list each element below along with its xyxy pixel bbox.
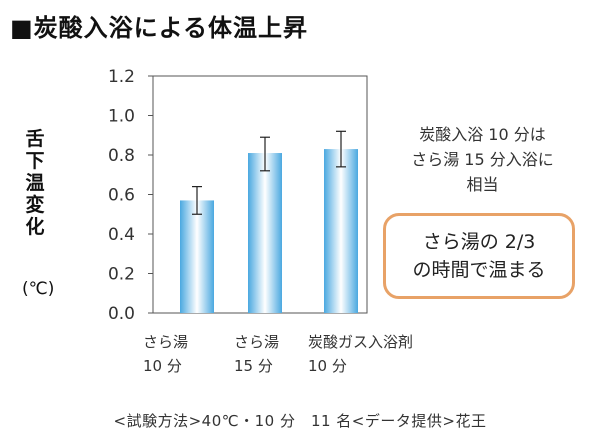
category-label: 10 分: [308, 357, 347, 375]
note-line: 炭酸入浴 10 分は: [419, 125, 546, 144]
note-line: 相当: [466, 175, 499, 194]
y-tick-label: 1.0: [108, 107, 135, 127]
chart-title: ■炭酸入浴による体温上昇: [10, 14, 308, 42]
y-tick-label: 0.8: [108, 146, 135, 166]
bar: [248, 153, 282, 313]
y-tick-label: 0.6: [108, 186, 135, 206]
y-axis-label-char: 舌: [25, 128, 45, 150]
callout-line: さら湯の 2/3: [422, 231, 536, 253]
y-axis-unit: (℃): [22, 279, 55, 299]
y-axis-label-char: 化: [25, 216, 45, 238]
y-axis-label-char: 温: [25, 172, 45, 194]
bar: [180, 200, 214, 313]
note-line: さら湯 15 分入浴に: [411, 150, 554, 169]
category-label: さら湯: [234, 333, 279, 351]
y-axis-label-char: 下: [25, 150, 45, 172]
y-tick-label: 0.0: [108, 304, 135, 324]
category-label: さら湯: [143, 333, 188, 351]
y-tick-label: 1.2: [108, 67, 135, 87]
category-label: 炭酸ガス入浴剤: [308, 333, 413, 351]
category-label: 15 分: [234, 357, 273, 375]
category-label: 10 分: [143, 357, 182, 375]
callout-line: の時間で温まる: [412, 259, 546, 281]
y-axis-label-char: 変: [25, 194, 45, 216]
y-tick-label: 0.4: [108, 225, 135, 245]
highlight-callout: さら湯の 2/3 の時間で温まる: [383, 213, 575, 299]
comparison-note: 炭酸入浴 10 分は さら湯 15 分入浴に 相当: [385, 122, 580, 197]
y-axis-label: 舌 下 温 変 化: [22, 128, 48, 238]
source-footer: <試験方法>40℃・10 分 11 名<データ提供>花王: [113, 412, 487, 430]
bar: [324, 149, 358, 313]
y-tick-label: 0.2: [108, 265, 135, 285]
